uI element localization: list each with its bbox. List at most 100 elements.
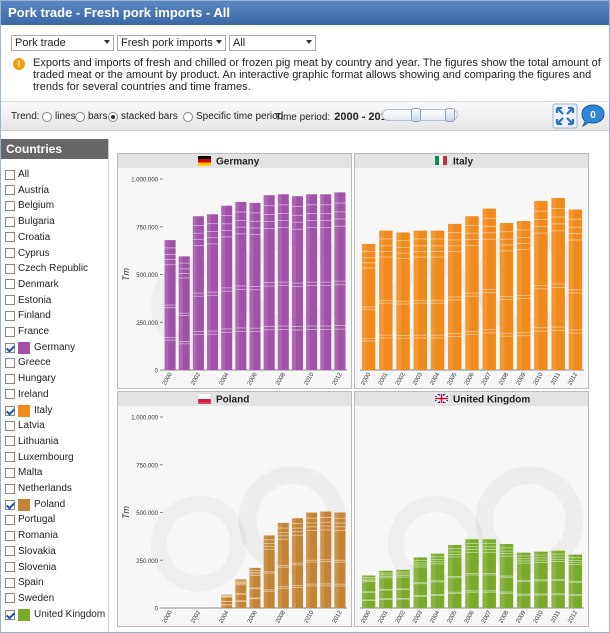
chevron-down-icon bbox=[306, 40, 312, 44]
checkbox[interactable] bbox=[5, 326, 15, 337]
country-item[interactable]: Sweden bbox=[5, 593, 54, 604]
country-item[interactable]: Hungary bbox=[5, 373, 56, 384]
country-label: Poland bbox=[34, 499, 66, 511]
country-item[interactable]: Lithuania bbox=[5, 436, 59, 447]
country-item[interactable]: Romania bbox=[5, 530, 58, 541]
country-item[interactable]: Belgium bbox=[5, 200, 54, 211]
slider-handle-end[interactable] bbox=[445, 108, 455, 122]
checkbox[interactable] bbox=[5, 593, 15, 604]
checkbox[interactable] bbox=[5, 357, 15, 368]
expand-icon[interactable] bbox=[552, 103, 578, 129]
checkbox[interactable] bbox=[5, 499, 15, 510]
checkbox[interactable] bbox=[5, 562, 15, 572]
radio-lines[interactable]: lines bbox=[42, 111, 76, 122]
country-item[interactable]: Greece bbox=[5, 357, 51, 368]
country-item[interactable]: Slovakia bbox=[5, 546, 56, 557]
bar bbox=[379, 230, 393, 370]
bar bbox=[291, 518, 303, 608]
category-select[interactable]: Pork trade bbox=[11, 35, 114, 51]
country-item[interactable]: Spain bbox=[5, 577, 44, 588]
color-swatch bbox=[18, 341, 30, 354]
country-label: Germany bbox=[34, 342, 76, 354]
country-item[interactable]: Finland bbox=[5, 310, 51, 321]
country-item[interactable]: Cyprus bbox=[5, 248, 50, 259]
checkbox[interactable] bbox=[5, 405, 15, 416]
checkbox[interactable] bbox=[5, 232, 15, 243]
checkbox[interactable] bbox=[5, 248, 15, 258]
country-item[interactable]: Latvia bbox=[5, 420, 45, 431]
country-item[interactable]: Denmark bbox=[5, 279, 59, 290]
radio-icon bbox=[42, 111, 52, 122]
slider-handle-start[interactable] bbox=[411, 108, 421, 122]
country-item[interactable]: Austria bbox=[5, 185, 49, 196]
radio-stacked-bars[interactable]: stacked bars bbox=[108, 111, 178, 122]
bar bbox=[320, 511, 332, 608]
time-period: Time period: 2000-2012 bbox=[275, 111, 393, 123]
bar bbox=[361, 243, 376, 370]
country-item[interactable]: Bulgaria bbox=[5, 216, 55, 227]
bar bbox=[361, 575, 376, 608]
checkbox[interactable] bbox=[5, 467, 15, 478]
comment-bubble-icon[interactable]: 0 bbox=[580, 103, 606, 129]
checkbox[interactable] bbox=[5, 310, 15, 321]
radio-bars[interactable]: bars bbox=[75, 111, 107, 122]
checkbox[interactable] bbox=[5, 389, 15, 400]
country-item[interactable]: Slovenia bbox=[5, 562, 56, 573]
country-item[interactable]: Netherlands bbox=[5, 483, 72, 494]
chart-panel: Poland0250.000500.000750.0001.000.000Tm2… bbox=[117, 391, 352, 627]
country-item[interactable]: France bbox=[5, 326, 49, 337]
dataset-select[interactable]: Fresh pork imports bbox=[117, 35, 226, 51]
radio-lines-label: lines bbox=[55, 111, 76, 122]
checkbox[interactable] bbox=[5, 169, 15, 180]
checkbox[interactable] bbox=[5, 546, 15, 557]
checkbox[interactable] bbox=[5, 263, 15, 274]
country-item[interactable]: Poland bbox=[5, 498, 66, 511]
country-label: Latvia bbox=[18, 420, 45, 432]
bar bbox=[482, 208, 496, 370]
country-item[interactable]: Italy bbox=[5, 404, 52, 417]
country-item[interactable]: Czech Republic bbox=[5, 263, 88, 274]
x-tick-label: 2011 bbox=[550, 609, 562, 624]
country-item[interactable]: United Kingdom bbox=[5, 608, 105, 621]
flag-icon bbox=[197, 393, 212, 404]
checkbox[interactable] bbox=[5, 452, 15, 463]
radio-specific-period[interactable]: Specific time period bbox=[183, 111, 283, 122]
checkbox[interactable] bbox=[5, 342, 15, 353]
country-item[interactable]: Luxembourg bbox=[5, 452, 74, 463]
country-item[interactable]: All bbox=[5, 169, 29, 180]
dataset-select-value: Fresh pork imports bbox=[121, 37, 213, 49]
checkbox[interactable] bbox=[5, 483, 15, 494]
checkbox[interactable] bbox=[5, 200, 15, 211]
country-item[interactable]: Malta bbox=[5, 467, 42, 478]
country-item[interactable]: Estonia bbox=[5, 295, 51, 306]
product-select[interactable]: All bbox=[229, 35, 316, 51]
checkbox[interactable] bbox=[5, 530, 15, 541]
checkbox[interactable] bbox=[5, 185, 15, 196]
checkbox[interactable] bbox=[5, 373, 15, 384]
bar bbox=[249, 567, 261, 608]
checkbox[interactable] bbox=[5, 436, 15, 447]
bar bbox=[516, 221, 531, 370]
flag-icon bbox=[198, 156, 211, 166]
trend-label: Trend: bbox=[11, 111, 40, 122]
country-item[interactable]: Croatia bbox=[5, 232, 50, 243]
country-label: Hungary bbox=[18, 373, 56, 385]
time-period-slider[interactable] bbox=[382, 108, 458, 122]
checkbox[interactable] bbox=[5, 216, 15, 227]
checkbox[interactable] bbox=[5, 279, 15, 290]
bar bbox=[320, 194, 332, 370]
checkbox[interactable] bbox=[5, 609, 15, 620]
y-tick-label: 750.000 bbox=[136, 463, 158, 469]
panel-header bbox=[355, 154, 588, 168]
category-select-value: Pork trade bbox=[15, 37, 66, 49]
country-item[interactable]: Germany bbox=[5, 341, 76, 354]
checkbox[interactable] bbox=[5, 420, 15, 431]
checkbox[interactable] bbox=[5, 295, 15, 306]
checkbox[interactable] bbox=[5, 514, 15, 525]
y-tick-label: 250.000 bbox=[136, 559, 158, 565]
country-label: Cyprus bbox=[18, 247, 50, 259]
country-item[interactable]: Portugal bbox=[5, 514, 55, 525]
checkbox[interactable] bbox=[5, 577, 15, 588]
country-item[interactable]: Ireland bbox=[5, 389, 49, 400]
radio-selected-icon bbox=[108, 111, 118, 122]
